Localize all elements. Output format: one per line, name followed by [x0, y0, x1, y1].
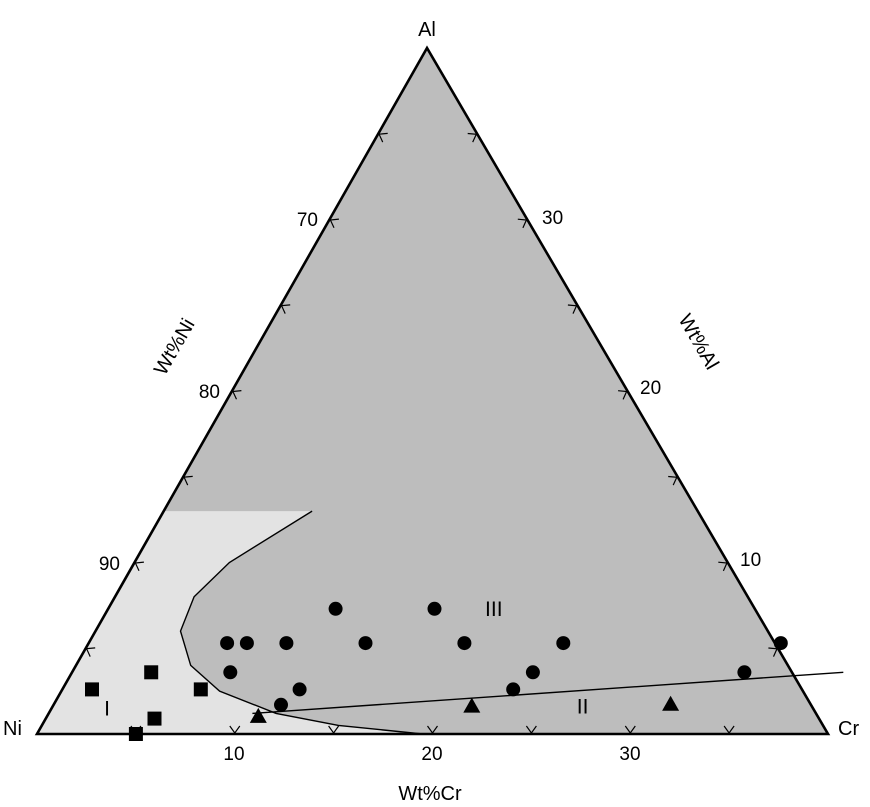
tick-right-25 — [567, 304, 578, 314]
data-markers — [85, 601, 788, 741]
triangle-marker-2 — [662, 695, 680, 711]
circle-marker-10 — [556, 636, 571, 651]
tick-right-35 — [467, 132, 478, 143]
tick-right-20 — [618, 390, 628, 400]
tick-right-15 — [668, 475, 678, 486]
square-marker-4 — [193, 682, 208, 697]
circle-marker-4 — [223, 665, 238, 680]
tick-right-30 — [517, 218, 528, 229]
circle-marker-5 — [292, 682, 307, 697]
region-label-III: III — [485, 598, 503, 621]
boundary-I — [179, 510, 423, 735]
circle-marker-6 — [274, 697, 288, 712]
tick-label-left-70: 70 — [297, 210, 318, 231]
circle-marker-12 — [506, 682, 521, 697]
circle-marker-9 — [457, 636, 472, 651]
tick-label-left-90: 90 — [99, 554, 120, 575]
tick-bottom-15 — [328, 725, 340, 735]
tick-bottom-30 — [624, 725, 636, 735]
vertex-label-top: Al — [418, 19, 436, 41]
vertex-label-left: Ni — [3, 718, 22, 740]
tick-bottom-10 — [229, 725, 241, 735]
tick-bottom-20 — [427, 725, 438, 735]
square-marker-2 — [128, 727, 143, 741]
tick-label-left-80: 80 — [199, 382, 220, 403]
tick-label-right-10: 10 — [740, 550, 761, 571]
circle-marker-3 — [328, 601, 343, 616]
tick-left-35 — [378, 132, 388, 143]
tick-left-10 — [134, 561, 144, 572]
tick-left-5 — [85, 647, 96, 657]
axis-label-bottom: Wt%Cr — [398, 783, 462, 805]
circle-marker-8 — [427, 601, 442, 616]
tick-left-15 — [183, 475, 193, 486]
region-label-I: I — [104, 697, 110, 720]
region-fills — [37, 48, 828, 734]
region-label-II: II — [577, 696, 589, 719]
tick-left-30 — [329, 218, 339, 229]
tick-marks — [85, 132, 778, 735]
tick-label-bottom-20: 20 — [421, 744, 442, 765]
tick-label-bottom-10: 10 — [223, 744, 244, 765]
circle-marker-0 — [220, 636, 235, 651]
circle-marker-2 — [279, 636, 294, 651]
tick-bottom-25 — [525, 725, 537, 735]
tick-label-bottom-30: 30 — [619, 744, 640, 765]
tick-left-20 — [232, 390, 242, 400]
axis-label-right: Wt%Al — [674, 311, 723, 374]
tick-bottom-35 — [723, 725, 735, 735]
square-marker-1 — [144, 665, 159, 680]
circle-marker-11 — [525, 665, 540, 680]
region-III-fill — [37, 48, 828, 734]
circle-marker-14 — [737, 665, 752, 680]
tick-right-10 — [718, 561, 728, 572]
circle-marker-13 — [773, 636, 788, 651]
tick-label-right-30: 30 — [542, 208, 563, 229]
axis-label-left: Wt%Ni — [150, 315, 200, 379]
triangle-marker-1 — [463, 697, 481, 713]
circle-marker-7 — [358, 636, 373, 651]
tick-left-25 — [280, 304, 291, 314]
vertex-label-right: Cr — [838, 718, 859, 740]
square-marker-3 — [147, 711, 162, 726]
tick-label-right-20: 20 — [640, 378, 661, 399]
triangle-marker-0 — [249, 707, 267, 723]
square-marker-0 — [85, 682, 99, 697]
circle-marker-1 — [239, 636, 254, 651]
